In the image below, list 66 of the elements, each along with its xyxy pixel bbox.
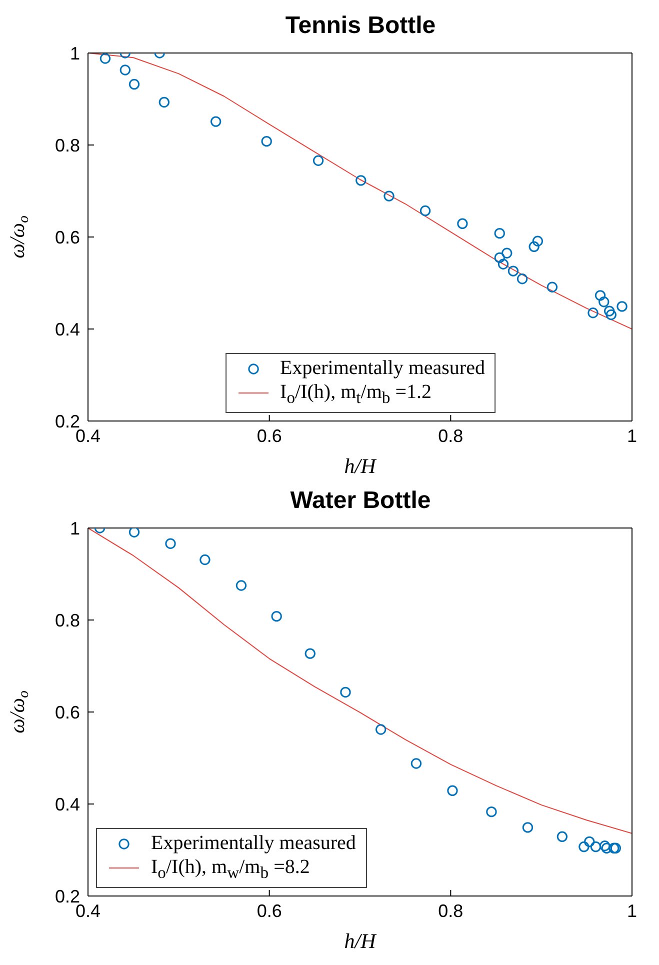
point bbox=[236, 580, 247, 591]
point bbox=[616, 301, 628, 312]
legend-label: Experimentally measured bbox=[280, 357, 485, 379]
point bbox=[578, 841, 590, 852]
point bbox=[165, 538, 176, 549]
x-tick-label: 1 bbox=[626, 900, 638, 921]
point bbox=[271, 610, 282, 622]
chart-title: Tennis Bottle bbox=[284, 12, 437, 40]
point bbox=[486, 806, 497, 818]
point bbox=[598, 296, 610, 308]
point bbox=[599, 840, 610, 852]
y-tick-label: 0.4 bbox=[54, 319, 80, 340]
point bbox=[128, 528, 140, 538]
point bbox=[120, 64, 131, 76]
point bbox=[312, 155, 324, 166]
legend-label: Experimentally measured bbox=[151, 832, 356, 854]
x-axis-title: h/H bbox=[344, 454, 378, 478]
y-tick-label: 1 bbox=[70, 43, 80, 64]
point bbox=[516, 274, 528, 284]
point bbox=[410, 758, 422, 769]
point bbox=[384, 190, 394, 202]
x-axis-title: h/H bbox=[344, 929, 378, 953]
point bbox=[457, 218, 468, 230]
point bbox=[210, 116, 222, 127]
point bbox=[200, 554, 210, 566]
point bbox=[420, 205, 431, 216]
legend-label: I$_{o}$/I(h), m$_{t}$/m$_{b}$ =1.2 bbox=[280, 381, 432, 407]
point bbox=[340, 686, 351, 698]
chart-title: Water Bottle bbox=[289, 487, 432, 515]
legend-label: I$_{o}$/I(h), m$_{w}$/m$_{b}$ =8.2 bbox=[151, 856, 310, 882]
point bbox=[128, 78, 140, 90]
point bbox=[606, 309, 616, 320]
point bbox=[376, 724, 386, 735]
point bbox=[532, 236, 544, 246]
y-tick-label: 0.4 bbox=[54, 794, 80, 814]
point bbox=[601, 842, 612, 854]
point bbox=[447, 785, 458, 796]
point bbox=[158, 96, 170, 108]
point bbox=[604, 306, 615, 316]
point bbox=[528, 241, 540, 252]
point bbox=[356, 175, 366, 186]
y-tick-label: 1 bbox=[70, 518, 80, 538]
point bbox=[588, 308, 598, 318]
point bbox=[100, 53, 111, 64]
point bbox=[494, 252, 505, 264]
point bbox=[502, 248, 512, 258]
x-tick-label: 0.8 bbox=[438, 426, 464, 446]
point bbox=[304, 648, 316, 659]
point bbox=[522, 822, 534, 833]
y-tick-label: 0.6 bbox=[54, 702, 80, 722]
point bbox=[584, 836, 595, 848]
y-tick-label: 0.8 bbox=[54, 610, 80, 630]
point bbox=[261, 136, 272, 147]
point bbox=[556, 831, 568, 842]
x-tick-label: 0.6 bbox=[256, 426, 282, 446]
x-tick-label: 0.8 bbox=[438, 900, 464, 921]
x-tick-label: 1 bbox=[626, 426, 638, 446]
point bbox=[498, 258, 509, 270]
y-tick-label: 0.6 bbox=[54, 227, 80, 248]
point bbox=[546, 282, 558, 292]
point bbox=[494, 228, 505, 239]
point bbox=[594, 290, 606, 301]
point bbox=[590, 841, 602, 852]
y-tick-label: 0.8 bbox=[54, 135, 80, 156]
x-tick-label: 0.6 bbox=[256, 900, 282, 921]
point bbox=[508, 266, 519, 276]
